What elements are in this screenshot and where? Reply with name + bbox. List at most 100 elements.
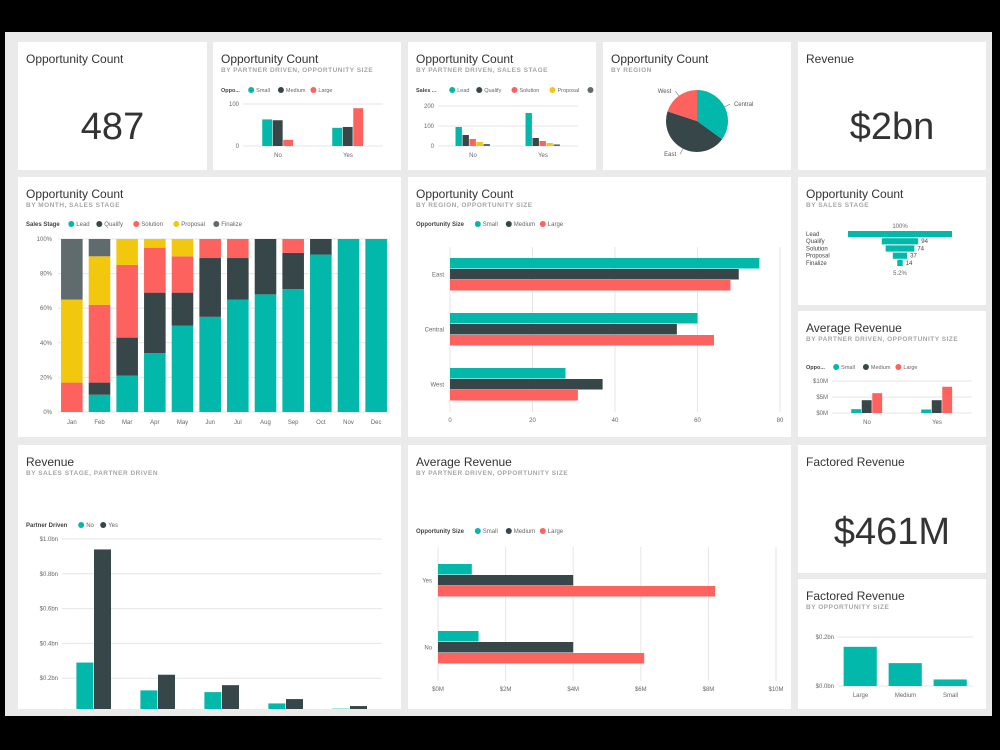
- chart-month-stage: Sales Stage Lead Qualify Solution Proposal Fi…: [26, 221, 390, 426]
- tile-opportunity-count-month-stage[interactable]: Opportunity Count BY MONTH, SALES STAGE …: [18, 177, 401, 437]
- tile-revenue-stage-partner[interactable]: Revenue BY SALES STAGE, PARTNER DRIVEN P…: [18, 445, 401, 709]
- tile-opportunity-count-kpi[interactable]: Opportunity Count 487: [18, 42, 207, 170]
- x-tick-label: Jun: [205, 420, 215, 426]
- x-tick-label: Aug: [260, 420, 271, 426]
- x-tick-label: 0: [448, 418, 452, 424]
- stacked-bar-segment: [88, 239, 111, 257]
- stacked-bar-segment: [144, 239, 166, 248]
- pie-slice: [667, 90, 697, 121]
- pie-leader-line: [674, 90, 680, 97]
- bar: [933, 679, 967, 686]
- legend-label: Proposal: [557, 88, 579, 94]
- pie-leader-line: [679, 148, 684, 155]
- tile-title: Factored Revenue: [806, 455, 905, 469]
- stacked-bar-segment: [116, 264, 138, 338]
- x-tick-label: $0M: [432, 687, 444, 693]
- y-tick-label: 80%: [40, 272, 53, 278]
- legend-label: Solution: [141, 222, 163, 228]
- stacked-bar-segment: [254, 294, 277, 412]
- bar: [469, 139, 476, 146]
- x-tick-label: Yes: [932, 420, 942, 426]
- x-tick-label: 80: [777, 418, 784, 424]
- bar: [455, 127, 462, 146]
- bar: [450, 280, 731, 291]
- pie-slice: [666, 111, 723, 152]
- tile-opportunity-count-funnel[interactable]: Opportunity Count BY SALES STAGE 100% Lea…: [798, 177, 986, 305]
- pie-label: East: [664, 152, 676, 158]
- y-tick-label: 40%: [40, 341, 53, 347]
- bar: [204, 692, 222, 709]
- legend-title: Sales ...: [416, 88, 437, 94]
- x-tick-label: Jul: [234, 420, 242, 426]
- bar: [546, 143, 553, 146]
- x-tick-label: $6M: [635, 687, 647, 693]
- bar: [450, 324, 677, 335]
- funnel-stage-label: Solution: [806, 246, 828, 252]
- y-tick-label: East: [432, 273, 444, 279]
- legend-label: Yes: [108, 523, 118, 529]
- tile-opportunity-count-partner-size[interactable]: Opportunity Count BY PARTNER DRIVEN, OPP…: [213, 42, 401, 170]
- bar: [888, 663, 922, 686]
- x-tick-label: 40: [612, 418, 619, 424]
- tile-opportunity-count-partner-stage[interactable]: Opportunity Count BY PARTNER DRIVEN, SAL…: [408, 42, 596, 170]
- x-tick-label: No: [274, 153, 282, 159]
- legend-label: Large: [548, 222, 564, 228]
- legend-title: Partner Driven: [26, 523, 68, 529]
- tile-subtitle: BY REGION: [611, 67, 652, 74]
- stacked-bar-segment: [144, 292, 166, 354]
- tile-subtitle: BY REGION, OPPORTUNITY SIZE: [416, 202, 533, 209]
- legend-label: Lead: [76, 222, 89, 228]
- bar: [76, 662, 94, 709]
- funnel-bar: [881, 238, 919, 245]
- y-tick-label: $0.0bn: [816, 684, 834, 690]
- tile-title: Opportunity Count: [26, 52, 124, 66]
- x-tick-label: $8M: [703, 687, 715, 693]
- tile-average-revenue-small[interactable]: Average Revenue BY PARTNER DRIVEN, OPPOR…: [798, 311, 986, 437]
- x-tick-label: Medium: [895, 693, 916, 699]
- bar: [140, 690, 158, 709]
- chart-average-revenue-large: Opportunity Size Small Medium Large $0M $2M $4…: [416, 528, 784, 693]
- legend-title: Oppo...: [221, 88, 240, 94]
- chart-partner-stage: Sales ... Lead Qualify Solution Proposal Fina…: [416, 87, 596, 159]
- stacked-bar-segment: [116, 375, 138, 412]
- chart-average-revenue-small: Oppo... Small Medium Large $0M $5M $10M No Yes: [806, 364, 972, 426]
- tile-opportunity-count-region-size[interactable]: Opportunity Count BY REGION, OPPORTUNITY…: [408, 177, 791, 437]
- tile-title: Opportunity Count: [26, 187, 124, 201]
- x-tick-label: Mar: [122, 420, 132, 426]
- funnel-stage-label: Finalize: [806, 261, 827, 267]
- y-tick-label: 100: [229, 102, 240, 108]
- bar: [158, 674, 175, 709]
- legend-label: Finalize: [595, 88, 596, 94]
- bar: [350, 706, 367, 709]
- tile-factored-revenue-kpi[interactable]: Factored Revenue $461M: [798, 445, 986, 573]
- tile-revenue-kpi[interactable]: Revenue $2bn: [798, 42, 986, 170]
- funnel-bar: [897, 259, 903, 266]
- stacked-bar-segment: [171, 292, 194, 326]
- x-tick-label: Jan: [67, 420, 77, 426]
- kpi-value: $2bn: [849, 106, 935, 148]
- bar: [553, 144, 560, 146]
- stacked-bar-segment: [61, 299, 83, 383]
- funnel-value-label: 37: [910, 254, 917, 260]
- bar: [222, 685, 239, 709]
- tile-average-revenue-large[interactable]: Average Revenue BY PARTNER DRIVEN, OPPOR…: [408, 445, 791, 709]
- tile-factored-revenue-size[interactable]: Factored Revenue BY OPPORTUNITY SIZE $0.…: [798, 579, 986, 709]
- dashboard-canvas: Opportunity Count 487 Opportunity Count …: [5, 32, 992, 716]
- legend-label: Finalize: [221, 222, 242, 228]
- legend-marker: [277, 87, 284, 93]
- tile-opportunity-count-region-pie[interactable]: Opportunity Count BY REGION Central East W…: [603, 42, 791, 170]
- chart-factored-size: $0.0bn $0.2bn Large Medium Small: [816, 635, 973, 699]
- legend-label: Large: [318, 88, 332, 94]
- y-tick-label: Yes: [422, 579, 432, 585]
- x-tick-label: Yes: [343, 153, 353, 159]
- legend-label: Medium: [871, 365, 891, 371]
- stacked-bar-segment: [144, 353, 166, 412]
- bar: [483, 144, 490, 146]
- bar: [268, 703, 286, 709]
- stacked-bar-segment: [61, 382, 83, 412]
- y-tick-label: $0.8bn: [40, 572, 58, 578]
- stacked-bar-segment: [227, 299, 249, 412]
- chart-revenue-stage: Partner Driven No Yes$0.0bn$0.2bn$0.4bn$0.…: [26, 522, 382, 709]
- legend-marker: [539, 528, 546, 534]
- tile-title: Average Revenue: [806, 321, 902, 335]
